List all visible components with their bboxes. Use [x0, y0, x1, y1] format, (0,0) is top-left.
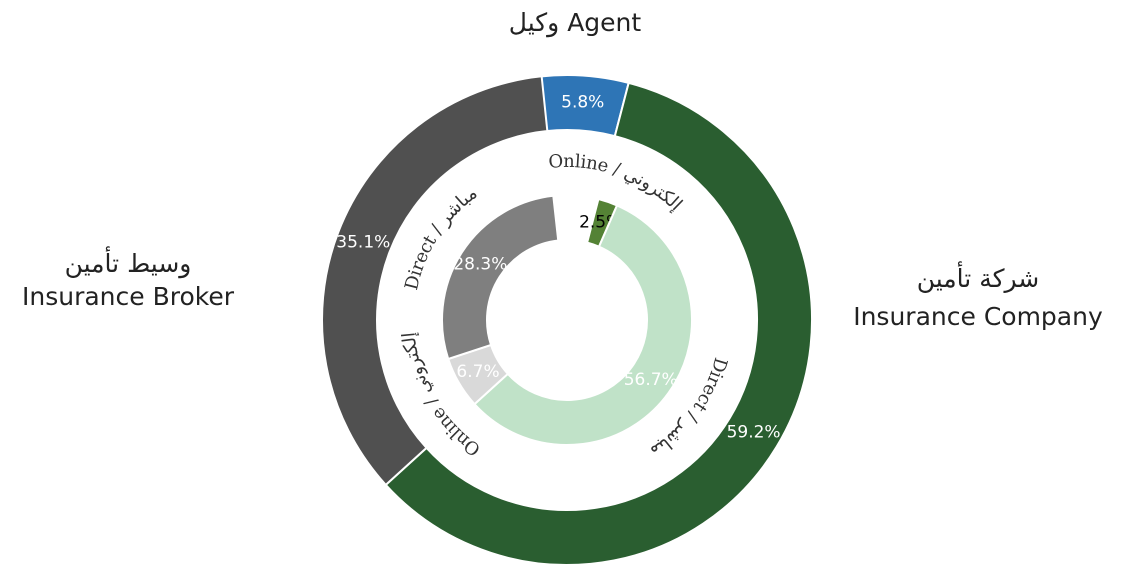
category-label: Insurance Broker	[22, 282, 235, 311]
value-label: 6.7%	[456, 362, 499, 382]
value-label: 5.8%	[561, 93, 604, 113]
category-label: وكيل Agent	[509, 8, 642, 38]
category-label: شركة تأمين	[917, 260, 1040, 293]
value-label: 59.2%	[727, 423, 781, 443]
value-label: 28.3%	[453, 254, 507, 274]
category-label: وسيط تأمين	[65, 245, 192, 279]
value-label: 56.7%	[624, 370, 678, 390]
donut-segment	[384, 81, 813, 566]
donut-segment	[441, 194, 560, 361]
donut-segment	[473, 204, 693, 446]
category-label: Insurance Company	[853, 302, 1103, 331]
donut-segment	[321, 75, 549, 487]
value-label: 35.1%	[336, 232, 390, 252]
